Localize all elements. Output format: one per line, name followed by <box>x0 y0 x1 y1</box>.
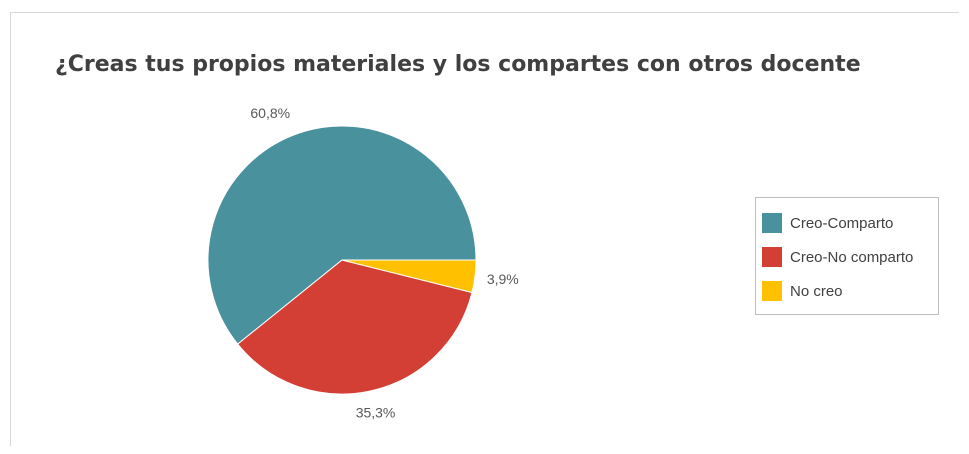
data-label-creo-comparto: 60,8% <box>250 105 290 121</box>
legend-label-no-creo: No creo <box>790 282 843 300</box>
legend-swatch-no-creo <box>762 281 782 301</box>
legend-label-creo-no-comparto: Creo-No comparto <box>790 248 914 266</box>
data-label-creo-no-comparto: 35,3% <box>356 404 396 420</box>
legend-swatch-creo-comparto <box>762 213 782 233</box>
legend-item-creo-comparto: Creo-Comparto <box>762 206 938 240</box>
pie-slice-creo-no-comparto <box>236 259 473 395</box>
legend-swatch-creo-no-comparto <box>762 247 782 267</box>
legend-item-no-creo: No creo <box>762 274 938 308</box>
data-label-no-creo: 3,9% <box>487 271 519 287</box>
chart-legend: Creo-Comparto Creo-No comparto No creo <box>755 197 939 315</box>
pie-slice-creo-comparto <box>207 125 477 345</box>
legend-label-creo-comparto: Creo-Comparto <box>790 214 894 232</box>
legend-item-creo-no-comparto: Creo-No comparto <box>762 240 938 274</box>
chart-title: ¿Creas tus propios materiales y los comp… <box>55 52 861 77</box>
pie-slice-no-creo <box>341 259 477 294</box>
chart-frame <box>10 12 959 446</box>
